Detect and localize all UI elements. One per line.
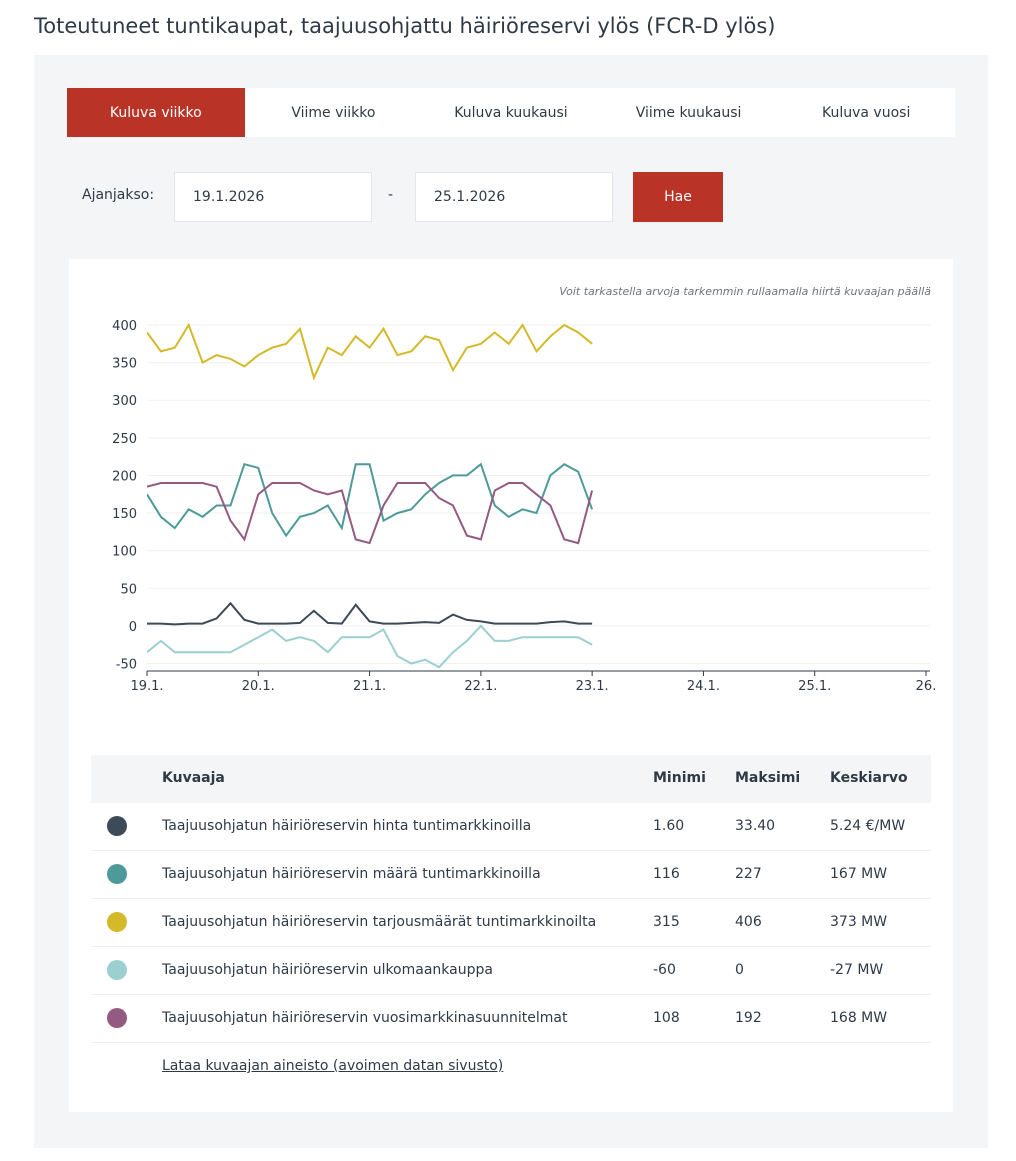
column-header: Kuvaaja xyxy=(162,770,225,786)
tab[interactable]: Kuluva vuosi xyxy=(822,104,911,121)
cell: 1.60 xyxy=(653,818,685,834)
table-row: Taajuusohjatun häiriöreservin määrä tunt… xyxy=(91,851,931,899)
y-tick-label: -50 xyxy=(116,657,137,672)
y-tick-label: 200 xyxy=(112,469,137,484)
x-tick-label: 21.1. xyxy=(353,679,386,694)
y-tick-label: 100 xyxy=(112,545,137,560)
period-label: Ajanjakso: xyxy=(82,187,155,203)
column-header: Minimi xyxy=(653,770,706,786)
y-tick-label: 150 xyxy=(112,507,137,522)
separator: - xyxy=(388,187,394,203)
tab[interactable]: Viime viikko xyxy=(291,104,376,121)
table-row: Taajuusohjatun häiriöreservin vuosimarkk… xyxy=(91,995,931,1043)
x-tick-label: 22.1. xyxy=(464,679,497,694)
chart: Voit tarkastella arvoja tarkemmin rullaa… xyxy=(112,285,937,694)
series-dot xyxy=(107,960,127,980)
y-tick-label: 0 xyxy=(129,620,137,635)
tab[interactable]: Viime kuukausi xyxy=(635,104,742,121)
tab[interactable]: Kuluva viikko xyxy=(67,88,245,137)
cell: 315 xyxy=(653,914,680,930)
cell: 373 MW xyxy=(830,914,888,930)
series-line xyxy=(147,462,594,538)
tabs: Kuluva viikko Viime viikko Kuluva kuukausi… xyxy=(67,88,955,137)
cell: 108 xyxy=(653,1010,680,1026)
column-header: Maksimi xyxy=(735,770,801,786)
cell: 192 xyxy=(735,1010,762,1026)
series-dot xyxy=(107,912,127,932)
table-header: Kuvaaja Minimi Maksimi Keskiarvo xyxy=(91,755,931,803)
cell: 33.40 xyxy=(735,818,776,834)
cell: -60 xyxy=(653,962,676,978)
series-line xyxy=(147,322,593,381)
y-tick-label: 400 xyxy=(112,319,137,334)
cell: 167 MW xyxy=(830,866,888,882)
cell: 5.24 €/MW xyxy=(830,818,906,834)
cell: -27 MW xyxy=(830,962,884,978)
series-dot xyxy=(107,816,127,836)
end-date[interactable]: 25.1.2026 xyxy=(415,172,613,222)
series-line xyxy=(147,482,594,545)
x-tick-label: 26. xyxy=(916,679,937,694)
search-button[interactable]: Hae xyxy=(633,172,723,222)
y-tick-label: 250 xyxy=(112,432,137,447)
x-tick-label: 25.1. xyxy=(798,679,831,694)
series-name: Taajuusohjatun häiriöreservin tarjousmää… xyxy=(162,914,597,930)
series-line xyxy=(147,624,593,669)
y-tick-label: 300 xyxy=(112,394,137,409)
x-tick-label: 24.1. xyxy=(687,679,720,694)
table-row: Taajuusohjatun häiriöreservin ulkomaanka… xyxy=(91,947,931,995)
series-dot xyxy=(107,1008,127,1028)
cell: 227 xyxy=(735,866,762,882)
y-tick-label: 50 xyxy=(120,582,137,597)
chart-card xyxy=(69,259,953,1112)
series-name: Taajuusohjatun häiriöreservin vuosimarkk… xyxy=(162,1010,568,1026)
table-row: Taajuusohjatun häiriöreservin tarjousmää… xyxy=(91,899,931,947)
cell: 406 xyxy=(735,914,762,930)
series-name: Taajuusohjatun häiriöreservin määrä tunt… xyxy=(162,866,541,882)
table-row: Taajuusohjatun häiriöreservin hinta tunt… xyxy=(91,803,931,851)
start-date[interactable]: 19.1.2026 xyxy=(174,172,372,222)
series-name: Taajuusohjatun häiriöreservin ulkomaanka… xyxy=(162,962,493,978)
download-link[interactable]: Lataa kuvaajan aineisto (avoimen datan s… xyxy=(162,1058,504,1074)
series-name: Taajuusohjatun häiriöreservin hinta tunt… xyxy=(162,818,532,834)
page-title: Toteutuneet tuntikaupat, taajuusohjattu … xyxy=(34,14,776,38)
x-tick-label: 20.1. xyxy=(242,679,275,694)
tab[interactable]: Kuluva kuukausi xyxy=(454,104,568,121)
y-tick-label: 350 xyxy=(112,357,137,372)
series-line xyxy=(147,601,593,626)
x-tick-label: 19.1. xyxy=(130,679,163,694)
x-tick-label: 23.1. xyxy=(576,679,609,694)
cell: 168 MW xyxy=(830,1010,888,1026)
cell: 0 xyxy=(735,962,744,978)
chart-hint: Voit tarkastella arvoja tarkemmin rullaa… xyxy=(559,285,931,298)
series-dot xyxy=(107,864,127,884)
cell: 116 xyxy=(653,866,680,882)
column-header: Keskiarvo xyxy=(830,770,908,786)
